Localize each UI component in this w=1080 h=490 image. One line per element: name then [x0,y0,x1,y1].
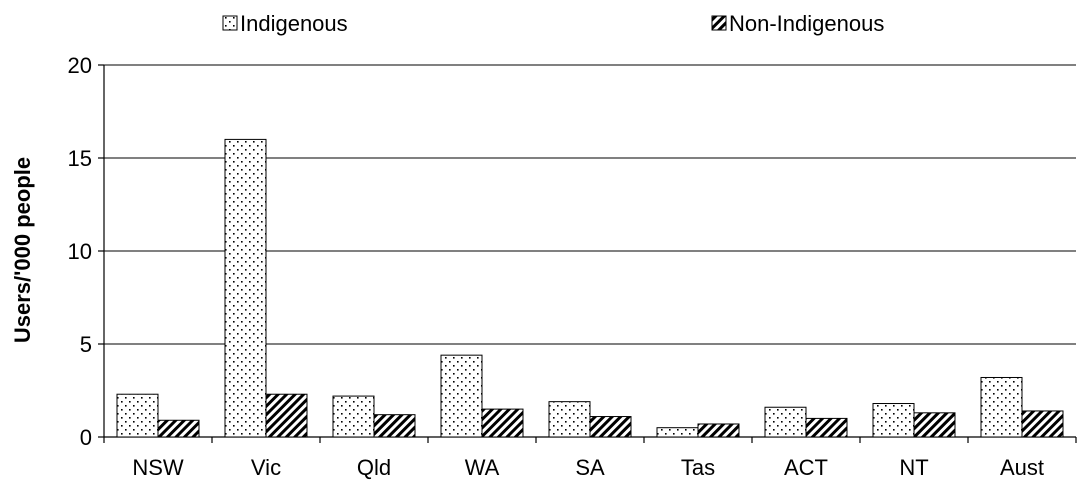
bar-non-indigenous-sa [589,416,632,438]
bar-indigenous-qld [332,395,375,438]
x-tick-label: NSW [132,455,184,480]
legend-swatch-indigenous [222,15,238,31]
bar-indigenous-sa [548,401,591,438]
y-tick-label: 15 [68,146,92,171]
y-tick-label: 20 [68,53,92,78]
legend-label-indigenous: Indigenous [240,11,348,36]
legend-label-non-indigenous: Non-Indigenous [729,11,884,36]
x-tick-label: Qld [357,455,391,480]
y-tick-label: 5 [80,332,92,357]
x-tick-label: SA [575,455,605,480]
bar-indigenous-act [764,406,807,438]
x-tick-label: WA [465,455,500,480]
legend-swatch-non-indigenous [711,15,727,31]
bar-non-indigenous-vic [265,393,308,438]
bar-non-indigenous-nsw [157,419,200,438]
bar-indigenous-nsw [116,393,159,438]
bar-indigenous-wa [440,354,483,438]
x-tick-label: Aust [1000,455,1044,480]
x-tick-label: NT [899,455,928,480]
y-tick-label: 10 [68,239,92,264]
y-tick-labels: 0 5 10 15 20 [68,53,104,450]
bar-indigenous-aust [980,376,1023,438]
bar-non-indigenous-aust [1021,410,1064,438]
bar-non-indigenous-tas [697,423,740,438]
category-labels: NSW Vic Qld WA SA Tas ACT NT Aust [103,437,1077,480]
bar-non-indigenous-nt [913,412,956,438]
legend-item-non-indigenous: Non-Indigenous [711,11,884,36]
bar-indigenous-vic [224,138,267,438]
x-tick-label: Tas [681,455,715,480]
bars [116,138,1064,438]
y-axis-label: Users/'000 people [10,157,35,343]
legend-item-indigenous: Indigenous [222,11,348,36]
x-tick-label: ACT [784,455,828,480]
bar-indigenous-tas [656,427,699,438]
y-tick-label: 0 [80,425,92,450]
bar-indigenous-nt [872,403,915,438]
legend: Indigenous Non-Indigenous [222,11,884,36]
bar-non-indigenous-wa [481,408,524,438]
bar-non-indigenous-act [805,417,848,438]
bar-non-indigenous-qld [373,414,416,438]
x-tick-label: Vic [251,455,281,480]
